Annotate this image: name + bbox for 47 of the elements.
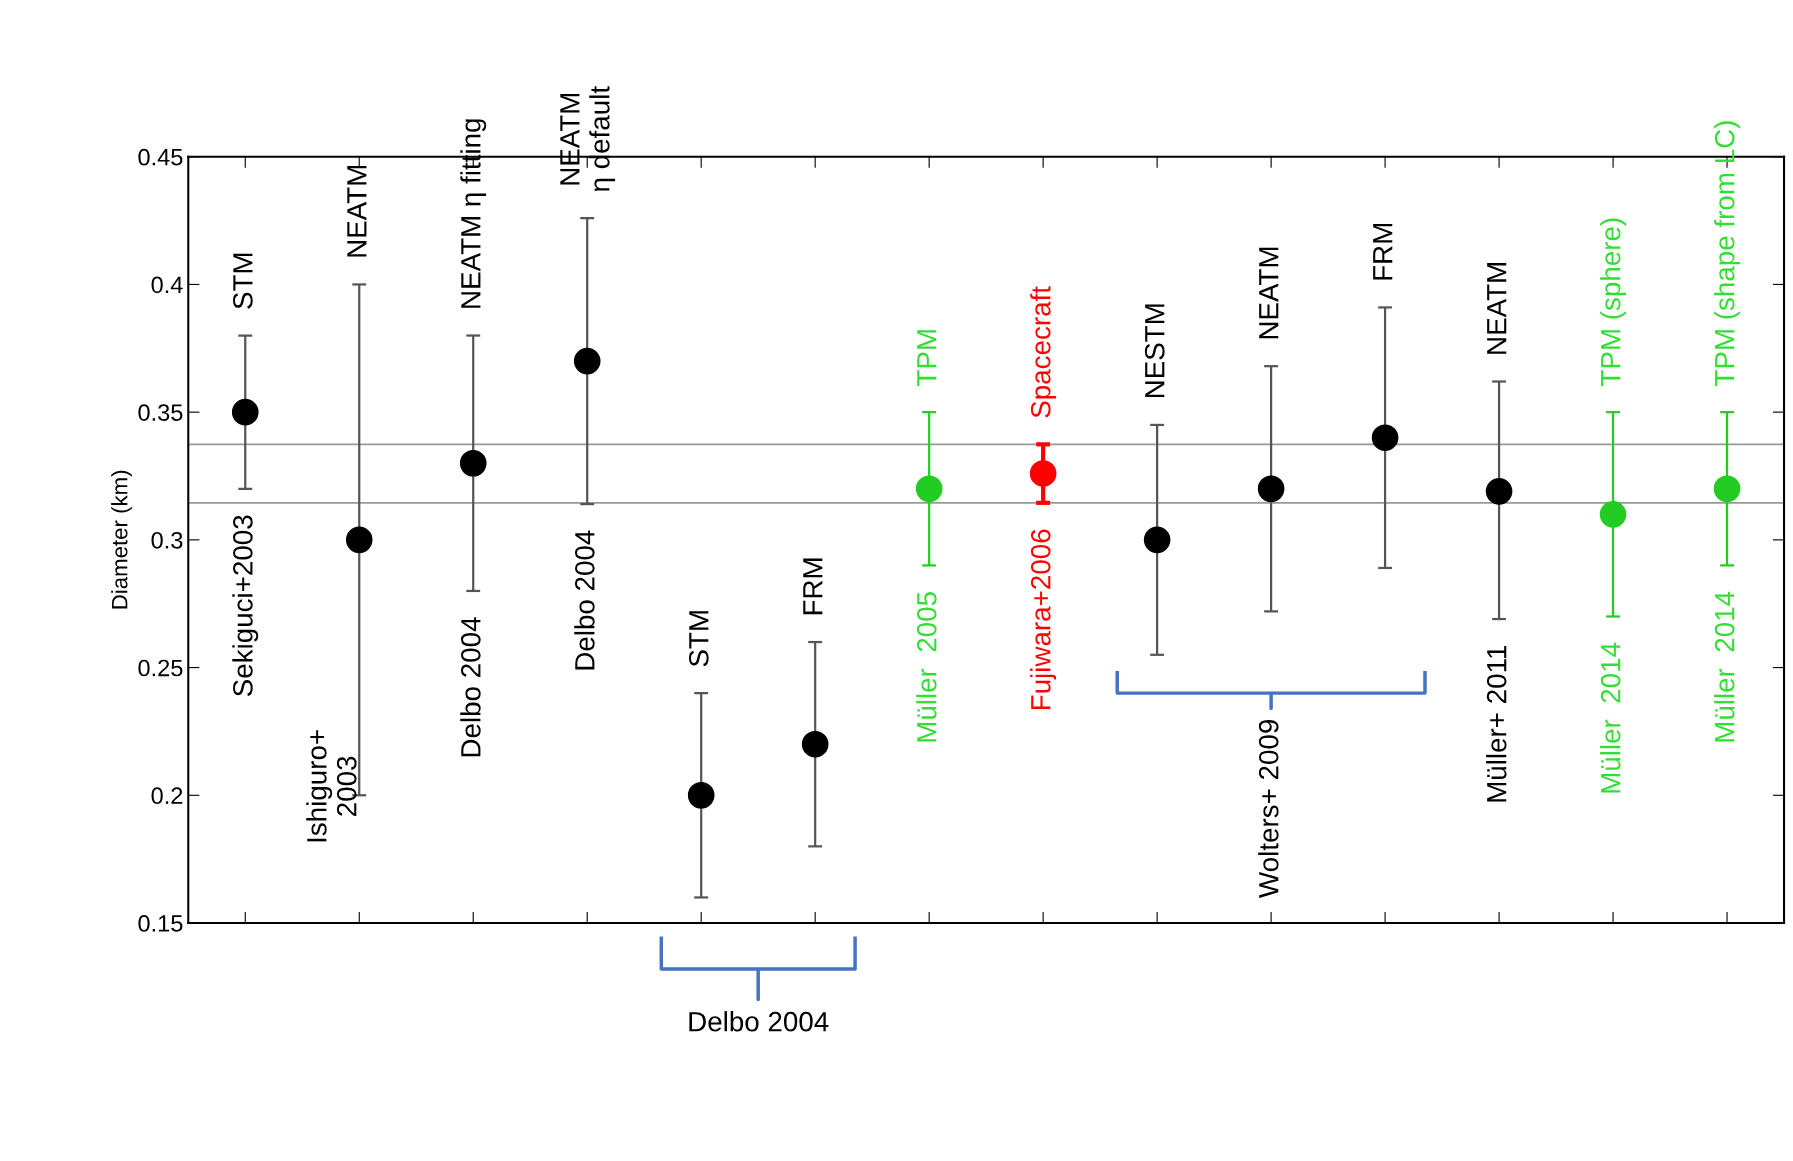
annotation: Müller 2005 bbox=[916, 592, 937, 742]
annotation: Delbo 2004 bbox=[574, 530, 595, 670]
annotation: Wolters+ 2009 bbox=[1258, 719, 1279, 898]
annotation: FRM bbox=[1373, 224, 1393, 280]
annotation: NEATM bbox=[1259, 247, 1279, 339]
annotation: Müller+ 2011 bbox=[1486, 645, 1507, 802]
point bbox=[1371, 424, 1399, 452]
annotation: FRM bbox=[803, 558, 823, 615]
y-tick-label: 0.35 bbox=[138, 404, 183, 421]
annotation: Müller 2014 bbox=[1714, 591, 1735, 742]
point bbox=[1713, 475, 1741, 503]
annotation: NEATM η fitting bbox=[460, 119, 487, 308]
y-tick-label: 0.4 bbox=[151, 276, 183, 294]
point bbox=[1599, 501, 1627, 528]
point bbox=[345, 526, 373, 554]
annotation: STM bbox=[688, 611, 709, 667]
annotation: TPM (sphere) bbox=[1600, 218, 1627, 386]
annotation: TPM bbox=[917, 330, 937, 386]
point bbox=[459, 449, 487, 477]
annotation: NEATM bbox=[347, 166, 367, 257]
annotation: STM bbox=[233, 253, 253, 309]
annotation: Spacecraft bbox=[1030, 286, 1057, 418]
annotation: Ishiguro+ 2003 bbox=[306, 730, 357, 842]
annotation: Sekiguci+2003 bbox=[232, 515, 259, 697]
annotation: TPM (shape from LC) bbox=[1714, 121, 1740, 386]
y-axis-title: Diameter (km) bbox=[111, 470, 132, 609]
point bbox=[915, 475, 943, 503]
point bbox=[1143, 526, 1171, 554]
point bbox=[687, 781, 715, 809]
point bbox=[801, 730, 829, 758]
text: Delbo 2004 bbox=[689, 1011, 829, 1032]
y-tick-label: 0.25 bbox=[138, 659, 183, 677]
point bbox=[573, 347, 601, 375]
annotation: NESTM bbox=[1144, 304, 1165, 398]
point bbox=[1029, 460, 1057, 487]
annotation: Fujiwara+2006 bbox=[1030, 529, 1057, 710]
annotation: Müller 2014 bbox=[1600, 642, 1621, 793]
y-tick-label: 0.3 bbox=[151, 531, 183, 549]
point bbox=[1257, 475, 1285, 503]
annotation: NEATM η default bbox=[560, 86, 616, 192]
point bbox=[1485, 478, 1513, 505]
y-tick-label: 0.15 bbox=[138, 915, 183, 932]
y-tick-label: 0.45 bbox=[138, 148, 183, 166]
annotation: NEATM bbox=[1487, 263, 1507, 354]
annotation: Delbo 2004 bbox=[460, 617, 481, 757]
point bbox=[231, 398, 259, 426]
y-tick-label: 0.2 bbox=[151, 787, 183, 805]
